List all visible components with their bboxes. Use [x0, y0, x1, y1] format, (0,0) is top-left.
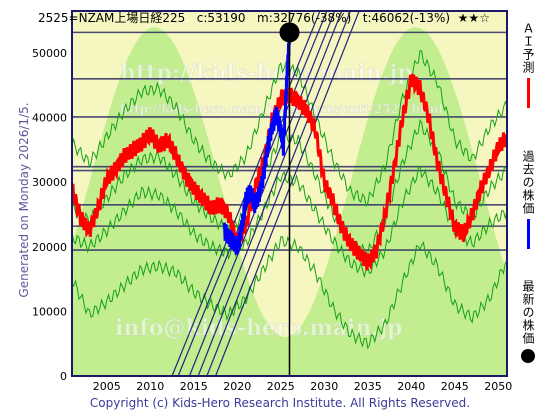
target-value: t:46062(-13%): [362, 11, 451, 25]
x-tick-label: 2035: [354, 380, 382, 393]
history-line: [222, 34, 291, 255]
x-tick-label: 2050: [484, 380, 512, 393]
legend-history-label: 過去の株価: [521, 150, 535, 215]
legend-latest-label: 最新の株価: [521, 280, 535, 345]
legend-latest: 最新の株価: [517, 280, 539, 363]
current-price: c:53190: [196, 11, 246, 25]
latest-price-marker: [279, 22, 300, 43]
copyright-footer: Copyright (c) Kids-Hero Research Institu…: [89, 396, 471, 410]
chart-header: 2525=NZAM上場日経225 c:53190 m:32776(-38%) t…: [38, 9, 490, 26]
watermark-text: http://kids-hero.main.jp/analysis/cutt/2…: [120, 102, 443, 116]
trend-fan-line: [188, 11, 336, 376]
trend-fan-line: [206, 11, 351, 376]
legend-forecast-label: ＡＩ予測: [521, 22, 535, 74]
x-tick-label: 2045: [441, 380, 469, 393]
x-tick-label: 2040: [397, 380, 425, 393]
trend-fan-line: [214, 11, 360, 376]
generated-date-text: Generated on Monday 2026/1/5.: [17, 102, 31, 298]
x-tick-label: 2015: [180, 380, 208, 393]
x-tick-label: 2025: [267, 380, 295, 393]
x-tick-label: 2005: [93, 380, 121, 393]
mid-value: m:32776(-38%): [257, 11, 352, 25]
x-tick-label: 2020: [223, 380, 251, 393]
y-tick-label: 20000: [32, 241, 67, 254]
y-tick-label: 10000: [32, 305, 67, 318]
trend-fan-line: [197, 11, 343, 376]
ticker-name: 2525=NZAM上場日経225: [38, 11, 186, 25]
y-tick-label: 40000: [32, 112, 67, 125]
rating-stars: ★★☆: [457, 11, 490, 25]
legend-history-swatch: [526, 219, 530, 249]
legend-forecast-swatch: [526, 78, 530, 108]
watermark-text: http://kids-hero.main.jp: [120, 60, 413, 86]
watermark-text: info@kids-hero.main.jp: [115, 315, 402, 341]
x-tick-label: 2030: [310, 380, 338, 393]
plot-frame: [71, 10, 508, 377]
legend-forecast: ＡＩ予測: [517, 22, 539, 108]
legend-latest-swatch: [521, 349, 535, 363]
y-tick-label: 30000: [32, 176, 67, 189]
cycle-band: [72, 27, 507, 376]
x-tick-label: 2010: [136, 380, 164, 393]
legend-history: 過去の株価: [517, 150, 539, 249]
y-tick-label: 50000: [32, 47, 67, 60]
y-tick-label: 0: [60, 370, 67, 383]
